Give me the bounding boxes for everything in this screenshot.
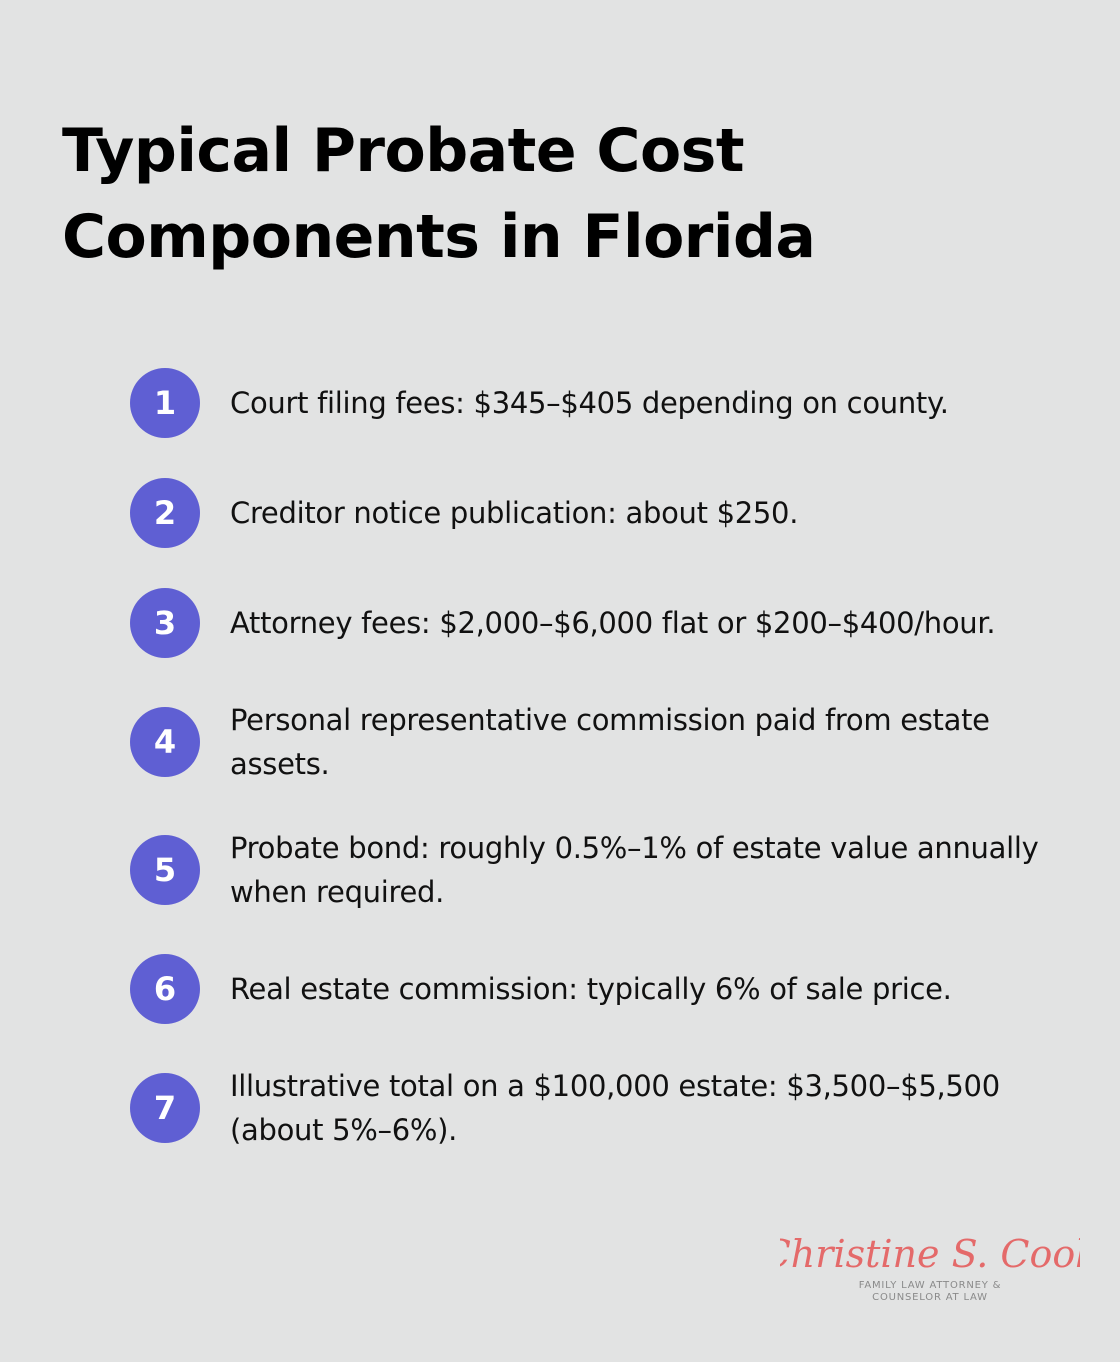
list-item: 3 Attorney fees: $2,000–$6,000 flat or $… [130,588,1060,658]
step-text: Creditor notice publication: about $250. [230,496,799,530]
logo: Christine S. Cook FAMILY LAW ATTORNEY & … [780,1222,1080,1312]
logo-tagline-line2: COUNSELOR AT LAW [872,1292,988,1303]
step-text: Illustrative total on a $100,000 estate:… [230,1069,1000,1147]
list-item: 4 Personal representative commission pai… [130,698,1060,786]
logo-tagline: FAMILY LAW ATTORNEY & COUNSELOR AT LAW [810,1280,1050,1304]
step-number-badge: 5 [130,835,200,905]
logo-signature-text: Christine S. Cook [780,1232,1080,1276]
logo-tagline-line1: FAMILY LAW ATTORNEY & [858,1280,1002,1291]
list-item: 5 Probate bond: roughly 0.5%–1% of estat… [130,826,1060,914]
step-number-badge: 1 [130,368,200,438]
step-number-badge: 7 [130,1073,200,1143]
step-number-badge: 4 [130,707,200,777]
step-text: Real estate commission: typically 6% of … [230,972,952,1006]
steps-list: 1 Court filing fees: $345–$405 depending… [130,0,1060,1362]
step-text: Court filing fees: $345–$405 depending o… [230,386,949,420]
list-item: 7 Illustrative total on a $100,000 estat… [130,1064,1060,1152]
step-text: Probate bond: roughly 0.5%–1% of estate … [230,831,1039,909]
list-item: 2 Creditor notice publication: about $25… [130,478,1060,548]
page-title: Typical Probate Cost Components in Flori… [62,116,816,272]
list-item: 1 Court filing fees: $345–$405 depending… [130,368,1060,438]
step-text: Attorney fees: $2,000–$6,000 flat or $20… [230,606,996,640]
logo-signature: Christine S. Cook [780,1232,1080,1276]
step-text: Personal representative commission paid … [230,703,990,781]
list-item: 6 Real estate commission: typically 6% o… [130,954,1060,1024]
step-number-badge: 2 [130,478,200,548]
step-number-badge: 6 [130,954,200,1024]
step-number-badge: 3 [130,588,200,658]
